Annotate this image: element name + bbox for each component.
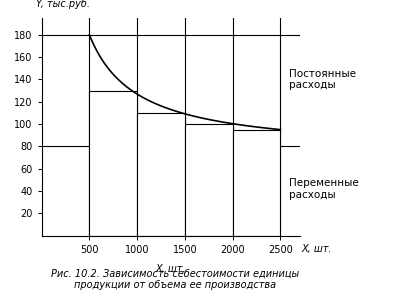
Text: Переменные
расходы: Переменные расходы (289, 178, 359, 200)
Text: X, шт.: X, шт. (155, 264, 186, 274)
Bar (89, 91, 137, 236)
Bar (233, 130, 280, 236)
Bar (185, 124, 233, 236)
Text: X, шт.: X, шт. (302, 244, 332, 254)
Text: Рис. 10.2. Зависимость себестоимости единицы
продукции от объема ее производства: Рис. 10.2. Зависимость себестоимости еди… (51, 269, 299, 291)
Bar (137, 113, 185, 236)
Text: Y, тыс.руб.: Y, тыс.руб. (37, 0, 90, 9)
Text: Постоянные
расходы: Постоянные расходы (289, 69, 356, 90)
